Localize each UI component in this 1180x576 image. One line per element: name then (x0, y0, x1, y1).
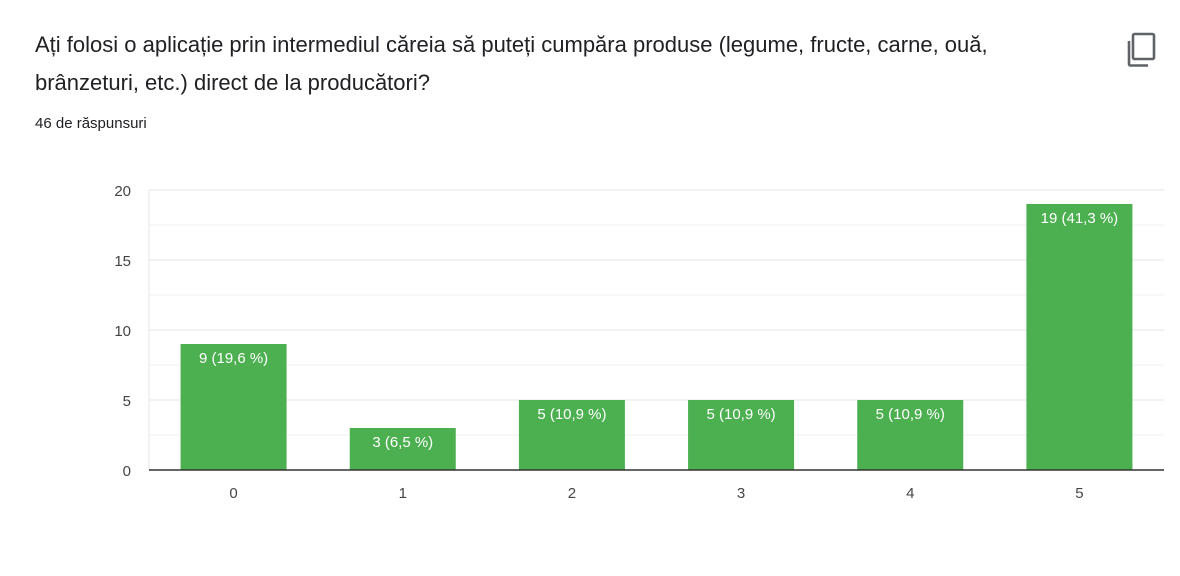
x-tick-label: 0 (229, 485, 237, 502)
x-tick-label: 2 (568, 485, 576, 502)
bar-data-label: 5 (10,9 %) (537, 406, 606, 423)
y-tick-label: 10 (114, 323, 131, 340)
y-tick-label: 5 (123, 393, 131, 410)
data-labels: 9 (19,6 %) 3 (6,5 %) 5 (10,9 %) 5 (10,9 %) 5… (199, 210, 1118, 451)
bar (688, 400, 795, 470)
bar (1026, 204, 1133, 470)
bars (180, 204, 1133, 470)
y-tick-label: 0 (123, 463, 131, 480)
copy-chart-button[interactable] (1118, 26, 1166, 74)
x-tick-label: 1 (399, 485, 407, 502)
gridlines (149, 189, 1164, 436)
response-count: 46 de răspunsuri (35, 115, 147, 132)
bar-data-label: 9 (19,6 %) (199, 350, 268, 367)
y-tick-label: 20 (114, 183, 131, 200)
axes: 0 5 10 15 20 0 1 2 3 4 5 (114, 183, 1164, 502)
x-tick-label: 4 (906, 485, 914, 502)
bar (518, 400, 625, 470)
bar (349, 428, 456, 470)
bar-data-label: 19 (41,3 %) (1041, 210, 1119, 227)
bar (857, 400, 964, 470)
x-tick-label: 3 (737, 485, 745, 502)
copy-icon (1127, 32, 1156, 67)
bar (180, 344, 287, 470)
question-title: Ați folosi o aplicație prin intermediul … (35, 32, 988, 95)
bar-data-label: 5 (10,9 %) (876, 406, 945, 423)
bar-data-label: 3 (6,5 %) (372, 434, 433, 451)
x-tick-label: 5 (1075, 485, 1083, 502)
bar-data-label: 5 (10,9 %) (706, 406, 775, 423)
y-tick-label: 15 (114, 253, 131, 270)
